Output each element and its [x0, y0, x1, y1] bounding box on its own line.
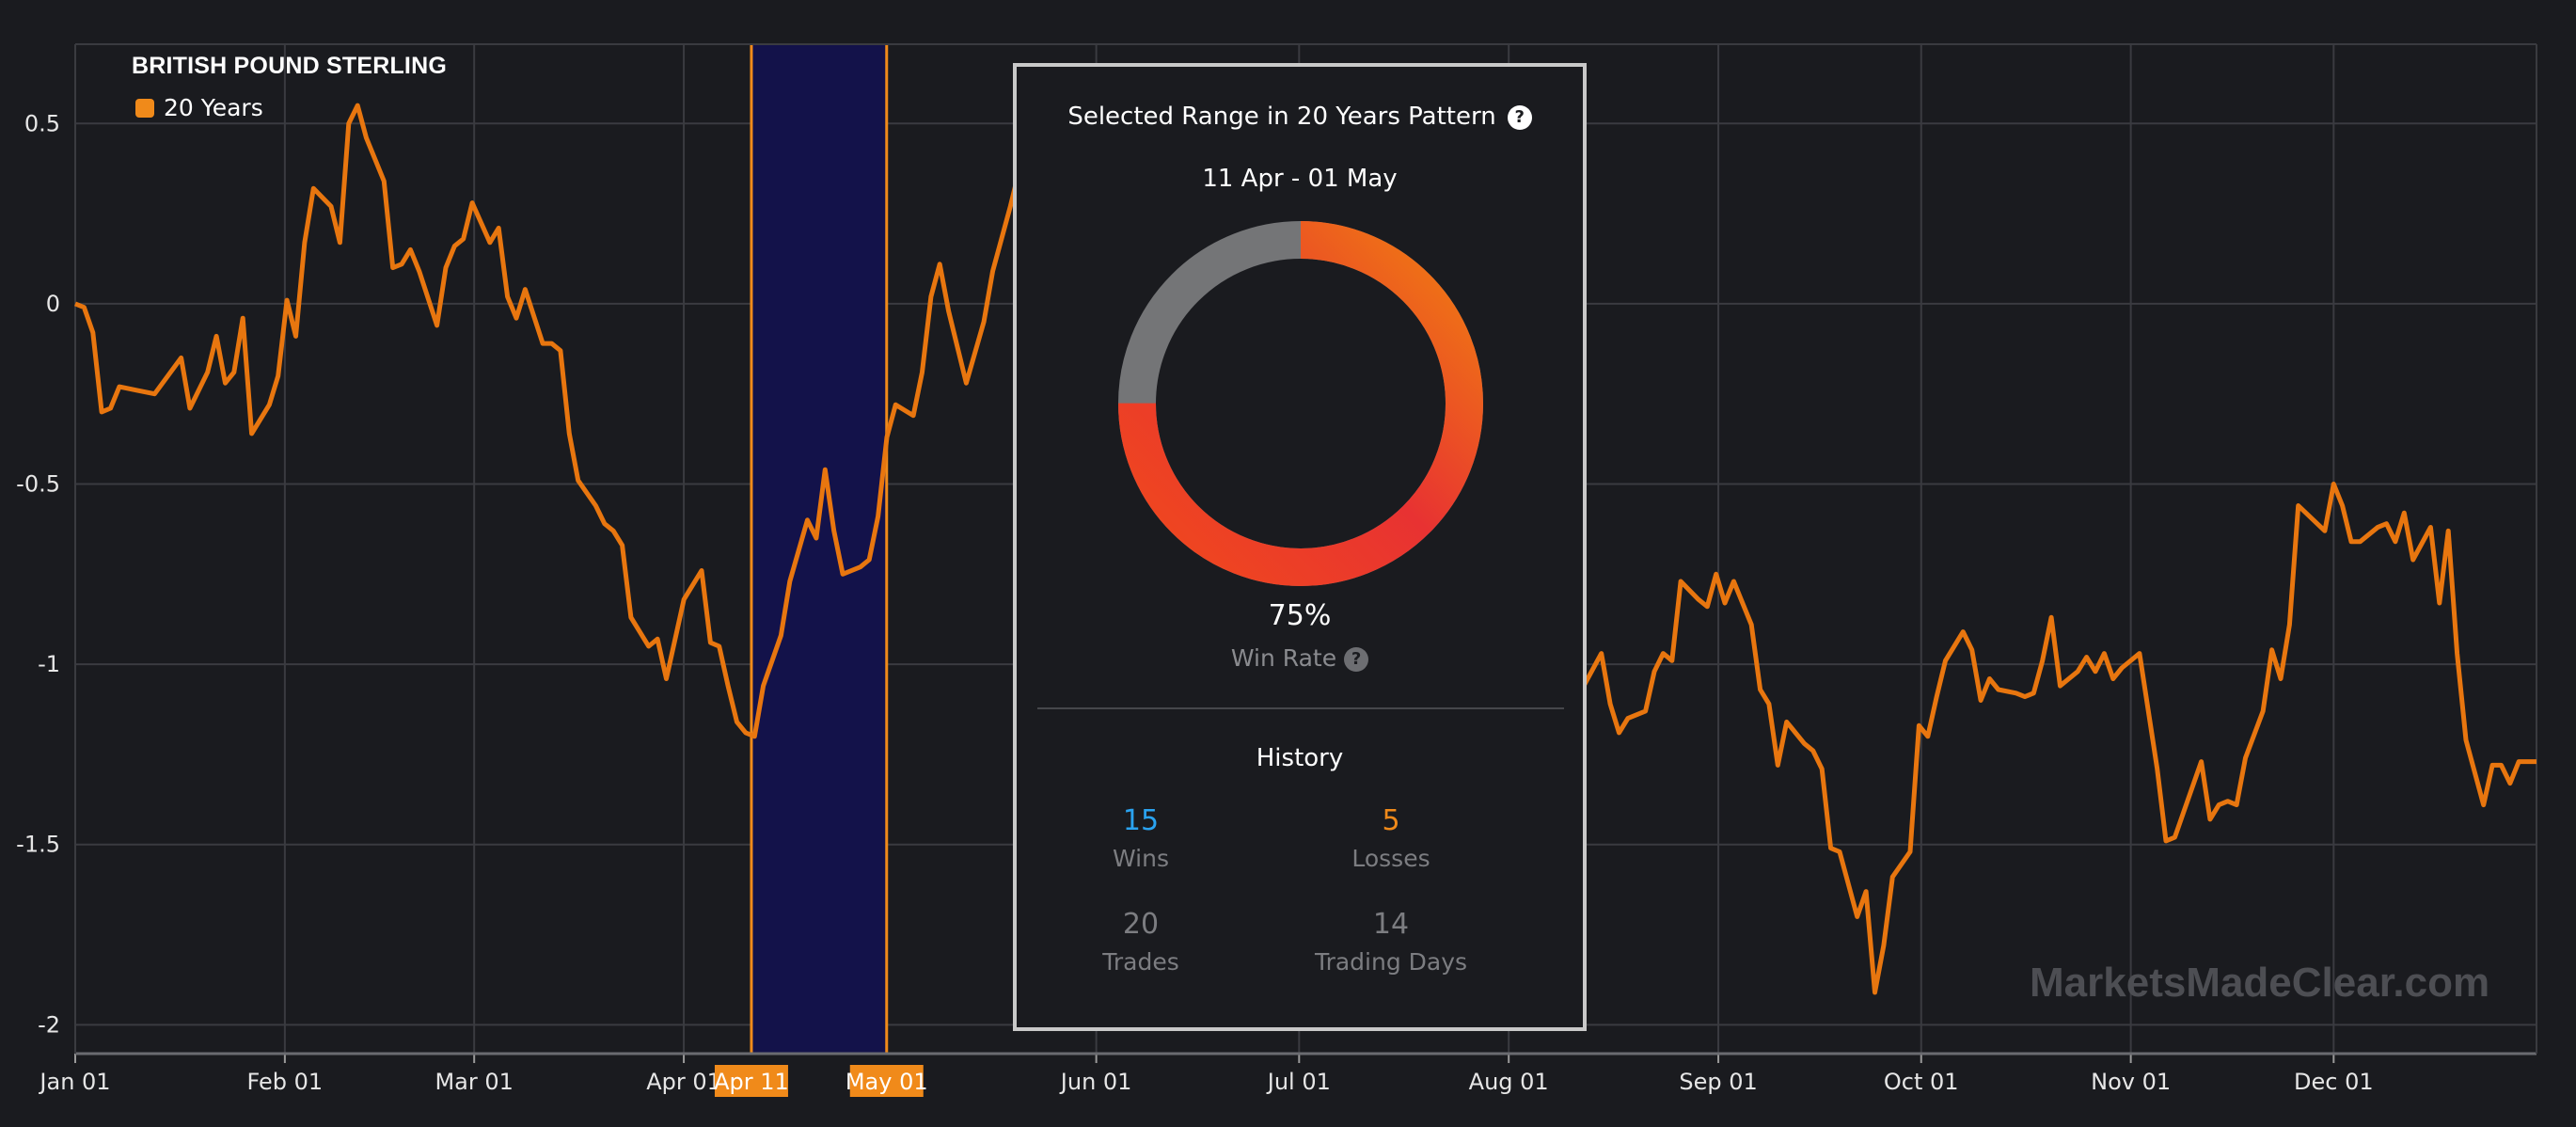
panel-title-text: Selected Range in 20 Years Pattern	[1067, 103, 1496, 131]
trading-days-value: 14	[1372, 908, 1410, 941]
losses-value: 5	[1382, 804, 1400, 837]
panel-title: Selected Range in 20 Years Pattern?	[1017, 103, 1583, 131]
losses-label: Losses	[1351, 845, 1430, 872]
y-tick-label: -1	[38, 651, 60, 677]
x-tick-label: Apr 01	[646, 1069, 721, 1095]
win-rate-value: 75%	[1268, 599, 1332, 632]
win-rate-label: Win Rate?	[1017, 644, 1583, 672]
wins-label: Wins	[1113, 845, 1169, 872]
stat-losses: 5 Losses	[1269, 804, 1513, 872]
series-line-20-years	[74, 103, 1163, 739]
y-tick-label: 0	[46, 291, 60, 317]
series-line-20-years-continued	[1431, 432, 2536, 995]
help-icon[interactable]: ?	[1507, 104, 1532, 130]
history-heading: History	[1256, 744, 1344, 772]
x-tick-label: Aug 01	[1469, 1069, 1549, 1095]
y-tick-label: -0.5	[16, 471, 60, 498]
win-rate-donut	[1118, 221, 1483, 586]
watermark: MarketsMadeClear.com	[2030, 960, 2490, 1006]
x-tick-label: Nov 01	[2091, 1069, 2171, 1095]
chart-title: BRITISH POUND STERLING	[132, 53, 447, 79]
donut-win-arc	[1118, 221, 1483, 586]
selected-range-band[interactable]	[751, 44, 887, 1054]
x-tick-label: Jan 01	[38, 1069, 110, 1095]
legend-label: 20 Years	[164, 94, 263, 121]
trading-days-label: Trading Days	[1314, 948, 1468, 976]
legend-swatch	[135, 98, 154, 118]
selected-range-text: 11 Apr - 01 May	[1202, 165, 1398, 193]
y-axis-labels: 0.5 0 -0.5 -1 -1.5 -2	[16, 110, 60, 1038]
y-tick-label: -1.5	[16, 832, 60, 858]
selected-range-label-text: Apr 11	[714, 1069, 789, 1095]
x-tick-label: Dec 01	[2294, 1069, 2374, 1095]
win-rate-label-text: Win Rate	[1230, 644, 1337, 672]
divider	[1037, 707, 1564, 709]
x-tick-label: Oct 01	[1884, 1069, 1959, 1095]
x-axis-labels: Jan 01 Feb 01 Mar 01 Apr 01 Jun 01 Jul 01 Aug …	[38, 1069, 2373, 1095]
selected-range-label-bg	[849, 1065, 924, 1097]
y-tick-label: -2	[38, 1011, 60, 1038]
x-tick-label: Feb 01	[247, 1069, 324, 1095]
help-icon[interactable]: ?	[1344, 647, 1369, 672]
x-tick-label: Jul 01	[1266, 1069, 1331, 1095]
trades-value: 20	[1122, 908, 1160, 941]
legend-item-20-years[interactable]: 20 Years	[135, 94, 263, 121]
x-tick-label: Sep 01	[1679, 1069, 1757, 1095]
x-tick-label: Jun 01	[1059, 1069, 1132, 1095]
wins-value: 15	[1122, 804, 1160, 837]
selected-range-label-text: May 01	[845, 1069, 928, 1095]
x-tick-label: Mar 01	[435, 1069, 513, 1095]
selected-range-labels[interactable]: Apr 11 May 01	[714, 1065, 928, 1097]
stat-trading-days: 14 Trading Days	[1269, 908, 1513, 976]
stat-wins: 15 Wins	[1019, 804, 1263, 872]
selected-range-label: Apr 11	[714, 1065, 789, 1097]
y-tick-label: 0.5	[24, 110, 60, 136]
trades-label: Trades	[1102, 948, 1179, 976]
selected-range-label-bg	[714, 1065, 788, 1097]
axes	[74, 43, 2537, 1063]
stat-trades: 20 Trades	[1019, 908, 1263, 976]
range-stats-panel: Selected Range in 20 Years Pattern? 11 A…	[1013, 63, 1587, 1031]
selected-range-label: May 01	[845, 1065, 928, 1097]
